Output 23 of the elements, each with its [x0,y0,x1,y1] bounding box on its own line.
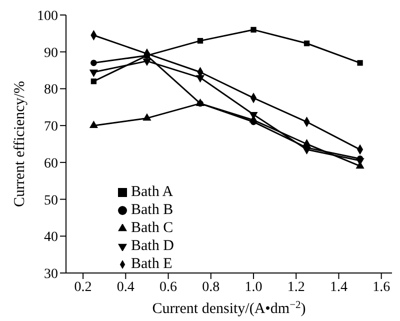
legend-label: Bath C [131,220,174,236]
y-tick-label: 100 [37,8,58,24]
x-tick-label: 0.8 [202,280,220,295]
x-tick-label: 1.6 [372,280,390,295]
y-tick-label: 40 [44,230,58,246]
y-tick-label: 50 [44,193,58,208]
y-tick-label: 30 [44,266,58,282]
y-axis-title: Current efficiency/% [12,81,28,207]
legend-label: Bath A [131,184,174,200]
x-tick-label: 0.2 [74,280,92,295]
x-tick-label: 1.2 [287,280,305,295]
y-tick-label: 80 [44,82,58,98]
x-axis-title: Current density/(A•dm$^{−2}$) [152,300,306,317]
x-tick-label: 1.4 [330,280,348,295]
y-tick-label: 90 [44,46,58,61]
legend-label: Bath D [131,238,174,254]
legend-label: Bath E [131,256,172,272]
legend-label: Bath B [131,202,174,218]
y-tick-label: 70 [44,120,58,135]
x-tick-label: 1.0 [244,280,262,295]
y-tick-label: 60 [44,156,58,172]
x-tick-label: 0.6 [160,280,178,295]
x-tick-label: 0.4 [116,280,134,295]
